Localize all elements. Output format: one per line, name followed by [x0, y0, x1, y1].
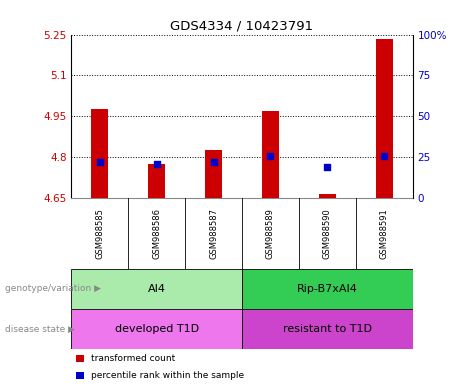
Text: disease state ▶: disease state ▶: [5, 325, 75, 334]
Bar: [376, 39, 393, 198]
Text: percentile rank within the sample: percentile rank within the sample: [91, 371, 244, 380]
Bar: [205, 150, 222, 198]
Point: [380, 153, 388, 159]
Point: [96, 159, 104, 165]
Point: [153, 161, 160, 167]
Text: GSM988591: GSM988591: [380, 208, 389, 259]
Text: developed T1D: developed T1D: [115, 324, 199, 334]
Text: resistant to T1D: resistant to T1D: [283, 324, 372, 334]
Bar: [262, 111, 279, 198]
Bar: [319, 194, 336, 198]
Point: [324, 164, 331, 170]
Bar: [242, 309, 413, 349]
Text: genotype/variation ▶: genotype/variation ▶: [5, 285, 100, 293]
Bar: [148, 164, 165, 198]
Bar: [91, 109, 108, 198]
Text: transformed count: transformed count: [91, 354, 176, 362]
Text: GSM988590: GSM988590: [323, 208, 332, 259]
Bar: [71, 269, 242, 309]
Bar: [71, 309, 242, 349]
Text: GSM988589: GSM988589: [266, 208, 275, 259]
Text: GSM988585: GSM988585: [95, 208, 104, 259]
Text: Rip-B7xAI4: Rip-B7xAI4: [297, 284, 358, 294]
Text: GSM988587: GSM988587: [209, 208, 218, 259]
Bar: [242, 269, 413, 309]
Point: [210, 159, 217, 165]
Title: GDS4334 / 10423791: GDS4334 / 10423791: [171, 19, 313, 32]
Point: [267, 153, 274, 159]
Text: GSM988586: GSM988586: [152, 208, 161, 259]
Text: AI4: AI4: [148, 284, 166, 294]
